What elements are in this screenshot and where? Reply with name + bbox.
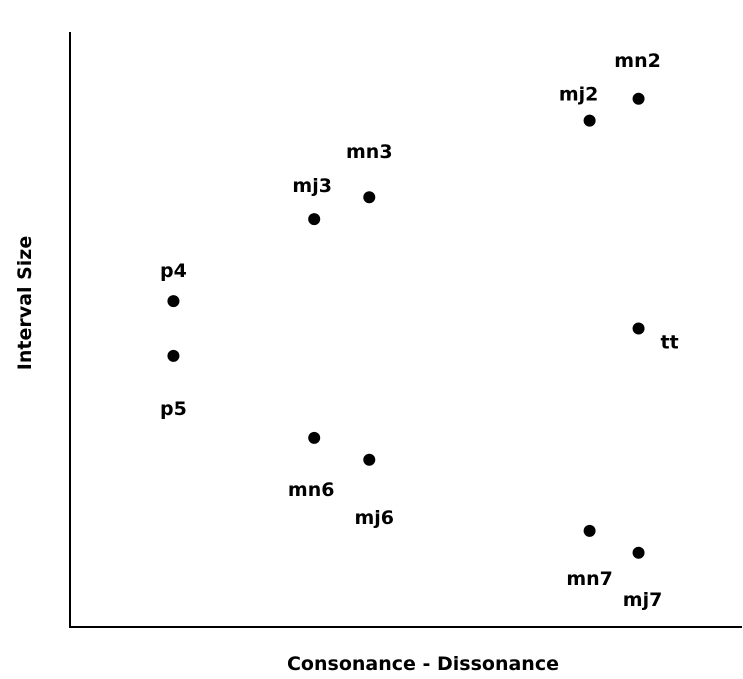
data-point-p4 (167, 295, 180, 308)
data-point-mn3 (363, 191, 376, 204)
data-point-tt (632, 322, 645, 335)
y-axis-label: Interval Size (14, 236, 36, 370)
x-axis-label: Consonance - Dissonance (287, 653, 559, 675)
data-point-p5 (167, 349, 180, 362)
data-point-mn2 (632, 92, 645, 105)
data-points (167, 92, 645, 559)
data-label-p4: p4 (160, 260, 187, 282)
data-label-mj2: mj2 (559, 84, 599, 106)
data-point-mn7 (583, 524, 596, 537)
data-point-mj6 (363, 453, 376, 466)
data-label-mn2: mn2 (614, 50, 661, 72)
data-point-mj7 (632, 546, 645, 559)
data-label-mj6: mj6 (355, 507, 395, 529)
data-label-p5: p5 (160, 398, 187, 420)
data-label-mn3: mn3 (346, 141, 393, 163)
data-point-mj3 (308, 213, 321, 226)
data-labels: p4 p5 mj3 mn3 mn6 mj6 mj2 mn2 tt mn7 mj7 (160, 50, 679, 611)
data-label-mn6: mn6 (288, 479, 335, 501)
data-label-mj3: mj3 (292, 175, 332, 197)
data-label-mn7: mn7 (566, 568, 613, 590)
data-point-mj2 (583, 114, 596, 127)
data-point-mn6 (308, 431, 321, 444)
data-label-tt: tt (661, 332, 679, 354)
data-label-mj7: mj7 (623, 589, 663, 611)
